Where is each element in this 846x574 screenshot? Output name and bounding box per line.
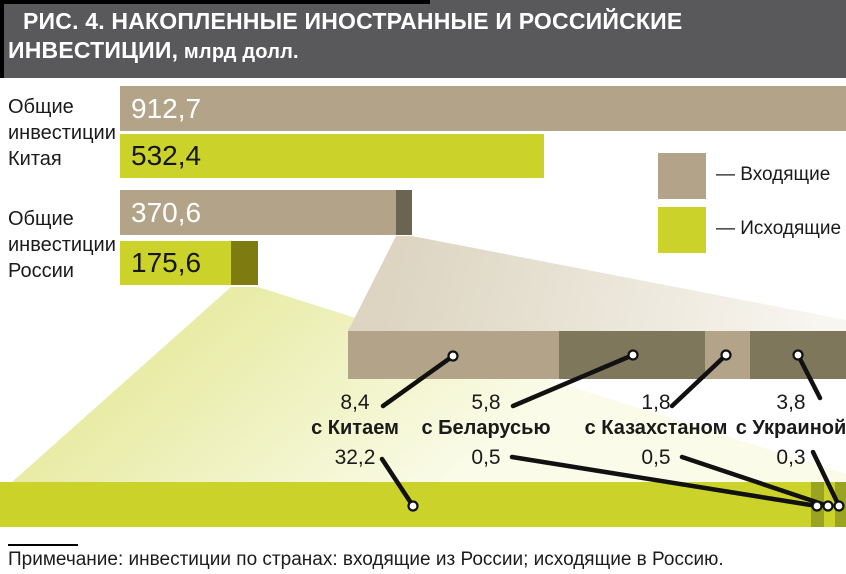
note-text: Примечание: инвестиции по странах: входя… (8, 549, 724, 570)
value-outgoing-belarus: 0,5 (471, 446, 501, 469)
bar-russia-incoming: 370,6 (120, 190, 412, 235)
bar-russia-incoming-value: 370,6 (131, 197, 202, 228)
country-label-ukraine: с Украиной (735, 417, 846, 439)
group-label-china-line1: Общие (8, 96, 74, 118)
value-outgoing-kazakhstan: 0,5 (641, 446, 671, 469)
line-outgoing-belarus (509, 454, 820, 509)
group-label-china-line3: Китая (8, 148, 62, 170)
bar-russia-outgoing-highlight-segment (231, 241, 258, 285)
figure-title-line1: РИС. 4. НАКОПЛЕННЫЕ ИНОСТРАННЫЕ И РОССИЙ… (23, 8, 683, 34)
group-label-russia-line1: Общие (8, 208, 74, 230)
legend-label-outgoing: — Исходящие (716, 218, 842, 239)
dot-incoming-china (447, 350, 459, 362)
figure-title: РИС. 4. НАКОПЛЕННЫЕ ИНОСТРАННЫЕ И РОССИЙ… (8, 7, 828, 67)
line-outgoing-ukraine (810, 449, 842, 509)
bar-russia-outgoing-value: 175,6 (131, 247, 202, 278)
value-incoming-china: 8,4 (340, 391, 370, 414)
dot-outgoing-belarus (811, 500, 823, 512)
legend-swatch-outgoing (658, 207, 706, 253)
country-label-belarus: с Беларусью (421, 417, 551, 439)
bar-russia-incoming-highlight-segment (396, 190, 412, 235)
header-left-border (0, 0, 4, 78)
value-outgoing-china: 32,2 (334, 446, 376, 469)
dot-incoming-kazakhstan (720, 349, 732, 361)
dot-outgoing-china (407, 500, 419, 512)
dot-incoming-belarus (627, 349, 639, 361)
beam-green (12, 287, 846, 482)
figure-title-line2-caps: ИНВЕСТИЦИИ, (8, 37, 179, 63)
line-outgoing-china (379, 456, 416, 509)
group-label-russia-line3: России (8, 260, 74, 282)
dot-outgoing-ukraine (833, 500, 845, 512)
group-label-russia-line2: инвестиции (8, 234, 116, 256)
figure-header (0, 0, 846, 78)
breakdown-column-china: 8,4 с Китаем 32,2 (270, 391, 440, 476)
bar-china-outgoing-value: 532,4 (131, 140, 202, 171)
group-label-russia: Общие инвестиции России (8, 206, 116, 284)
value-incoming-ukraine: 3,8 (776, 391, 806, 414)
bar-russia-outgoing: 175,6 (120, 241, 258, 285)
breakdown-column-ukraine: 3,8 с Украиной 0,3 (716, 391, 846, 476)
beam-tan (348, 236, 846, 331)
dot-outgoing-kazakhstan (822, 500, 834, 512)
group-label-china: Общие инвестиции Китая (8, 94, 116, 172)
line-incoming-kazakhstan (669, 352, 729, 409)
value-incoming-kazakhstan: 1,8 (641, 391, 671, 414)
note-rule (8, 544, 78, 546)
line-outgoing-kazakhstan (679, 454, 831, 509)
country-label-china: с Китаем (311, 417, 399, 439)
value-outgoing-ukraine: 0,3 (776, 446, 806, 469)
figure-title-unit: млрд долл. (178, 41, 299, 63)
header-top-border (0, 0, 430, 4)
country-label-kazakhstan: с Казахстаном (584, 417, 728, 439)
line-incoming-ukraine (795, 352, 823, 401)
legend-label-incoming: — Входящие (716, 164, 831, 185)
line-incoming-belarus (510, 352, 636, 409)
bar-china-incoming: 912,7 (120, 86, 846, 131)
dot-incoming-ukraine (792, 349, 804, 361)
line-incoming-china (380, 353, 456, 409)
legend-swatch-incoming (658, 153, 706, 199)
group-label-china-line2: инвестиции (8, 122, 116, 144)
bar-china-incoming-value: 912,7 (131, 93, 202, 124)
value-incoming-belarus: 5,8 (471, 391, 501, 414)
breakdown-column-kazakhstan: 1,8 с Казахстаном 0,5 (571, 391, 741, 476)
bar-china-outgoing: 532,4 (120, 134, 544, 178)
breakdown-column-belarus: 5,8 с Беларусью 0,5 (401, 391, 571, 476)
